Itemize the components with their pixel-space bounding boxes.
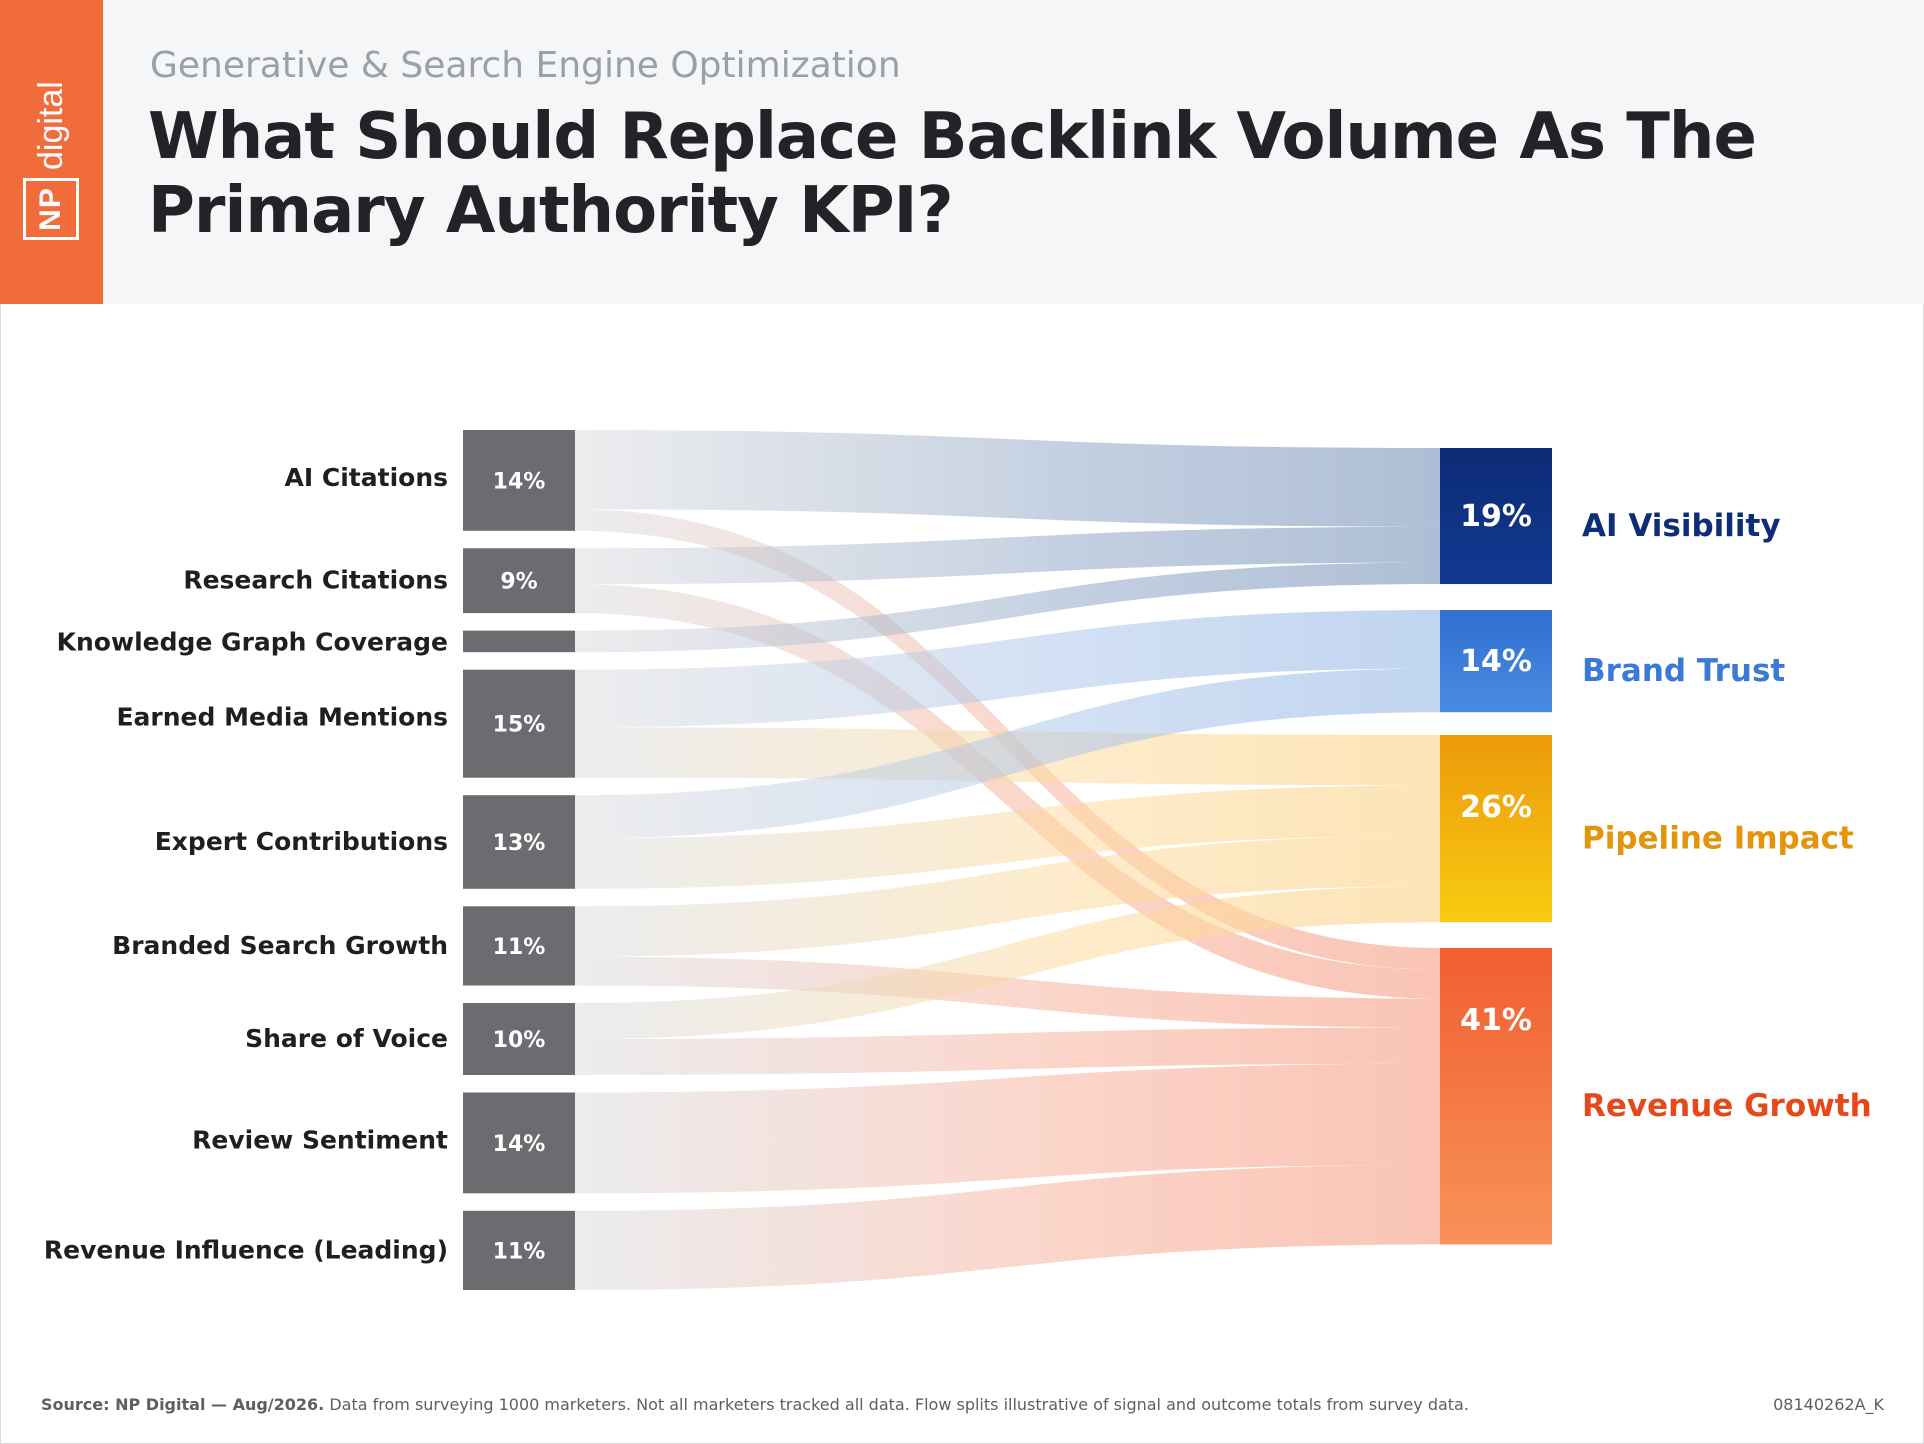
footer-source-bold: Source: NP Digital — Aug/2026.: [41, 1395, 325, 1414]
source-node-knowledge-graph-coverage: [463, 630, 575, 653]
logo-word: digital: [31, 81, 70, 170]
target-node-revenue-growth: [1440, 948, 1552, 1245]
flow-earned-media-mentions-to-brand-trust: [575, 610, 1440, 728]
footer-code: 08140262A_K: [1773, 1395, 1884, 1414]
page-title: What Should Replace Backlink Volume As T…: [148, 100, 1757, 248]
source-value-revenue-influence-leading: 11%: [493, 1239, 546, 1264]
flow-share-of-voice-to-pipeline-impact: [575, 886, 1440, 1039]
source-value-branded-search-growth: 11%: [493, 935, 546, 960]
target-value-ai-visibility: 19%: [1460, 499, 1532, 534]
target-value-brand-trust: 14%: [1460, 644, 1532, 679]
source-label-expert-contributions: Expert Contributions: [155, 827, 448, 856]
flow-revenue-influence-leading-to-revenue-growth: [575, 1164, 1440, 1290]
sankey-chart: 14% AI Citations 9% Research Citations Knowl…: [44, 430, 1872, 1290]
source-value-research-citations: 9%: [500, 570, 537, 595]
target-label-ai-visibility: AI Visibility: [1582, 508, 1781, 544]
flow-knowledge-graph-coverage-to-ai-visibility: [575, 562, 1440, 653]
source-node-share-of-voice: [463, 1003, 575, 1075]
target-label-brand-trust: Brand Trust: [1582, 653, 1785, 689]
flow-branded-search-growth-to-pipeline-impact: [575, 835, 1440, 957]
source-label-share-of-voice: Share of Voice: [245, 1024, 448, 1053]
target-node-brand-trust: [1440, 610, 1552, 713]
source-node-review-sentiment: [463, 1092, 575, 1194]
source-label-branded-search-growth: Branded Search Growth: [112, 931, 448, 960]
footer-source: Source: NP Digital — Aug/2026. Data from…: [41, 1395, 1469, 1414]
footer-source-text: Data from surveying 1000 marketers. Not …: [324, 1395, 1469, 1414]
source-value-review-sentiment: 14%: [493, 1132, 546, 1157]
target-value-revenue-growth: 41%: [1460, 1003, 1532, 1038]
target-nodes-layer: [1440, 448, 1552, 1245]
source-node-ai-citations: [463, 430, 575, 531]
source-node-expert-contributions: [463, 795, 575, 889]
source-node-revenue-influence-leading: [463, 1210, 575, 1290]
source-label-research-citations: Research Citations: [183, 566, 448, 595]
source-value-earned-media-mentions: 15%: [493, 713, 546, 738]
flow-expert-contributions-to-brand-trust: [575, 668, 1440, 839]
source-node-research-citations: [463, 548, 575, 614]
flows-layer: [575, 430, 1440, 1290]
source-label-ai-citations: AI Citations: [285, 463, 448, 492]
source-value-expert-contributions: 13%: [493, 831, 546, 856]
labels-layer: 14% AI Citations 9% Research Citations Knowl…: [44, 463, 1872, 1264]
flow-review-sentiment-to-revenue-growth: [575, 1063, 1440, 1194]
target-node-pipeline-impact: [1440, 735, 1552, 923]
source-value-ai-citations: 14%: [493, 469, 546, 494]
target-label-pipeline-impact: Pipeline Impact: [1582, 821, 1854, 857]
source-label-knowledge-graph-coverage: Knowledge Graph Coverage: [57, 627, 448, 656]
logo-np: NP: [23, 178, 79, 240]
source-label-earned-media-mentions: Earned Media Mentions: [116, 703, 448, 732]
target-node-ai-visibility: [1440, 448, 1552, 585]
flow-share-of-voice-to-revenue-growth: [575, 1027, 1440, 1075]
header: NP digital Generative & Search Engine Op…: [0, 0, 1924, 304]
source-label-review-sentiment: Review Sentiment: [192, 1126, 448, 1155]
logo-bar: NP digital: [0, 0, 103, 304]
source-node-branded-search-growth: [463, 906, 575, 986]
np-digital-logo: NP digital: [15, 70, 87, 240]
source-label-revenue-influence-leading: Revenue Influence (Leading): [44, 1235, 448, 1264]
source-node-earned-media-mentions: [463, 669, 575, 778]
target-value-pipeline-impact: 26%: [1460, 790, 1532, 825]
flow-branded-search-growth-to-revenue-growth: [575, 956, 1440, 1028]
flow-ai-citations-to-ai-visibility: [575, 430, 1440, 527]
flow-expert-contributions-to-pipeline-impact: [575, 785, 1440, 889]
flow-research-citations-to-ai-visibility: [575, 526, 1440, 585]
source-nodes-layer: [463, 430, 575, 1290]
page-subtitle: Generative & Search Engine Optimization: [150, 45, 901, 86]
target-label-revenue-growth: Revenue Growth: [1582, 1088, 1872, 1124]
flow-research-citations-to-revenue-growth: [575, 584, 1440, 999]
source-value-share-of-voice: 10%: [493, 1028, 546, 1053]
